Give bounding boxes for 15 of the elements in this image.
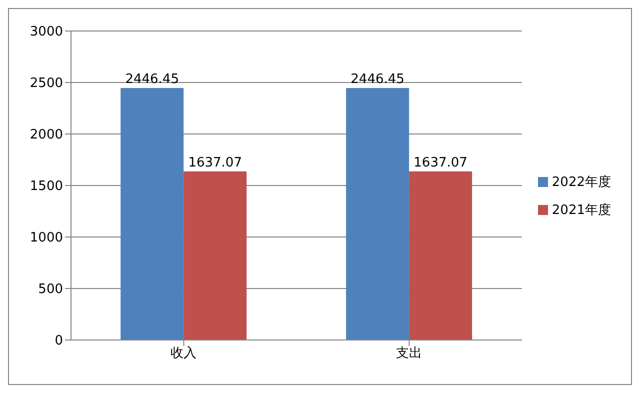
data-label: 1637.07 bbox=[414, 155, 468, 170]
legend-label: 2021年度 bbox=[552, 202, 611, 218]
y-tick-label: 1500 bbox=[30, 179, 63, 194]
legend-label: 2022年度 bbox=[552, 174, 611, 190]
y-tick-label: 2500 bbox=[30, 76, 63, 92]
data-label: 1637.07 bbox=[188, 155, 242, 170]
x-tick-label: 收入 bbox=[170, 346, 197, 362]
x-tick-label: 支出 bbox=[396, 346, 422, 362]
data-label: 2446.45 bbox=[350, 72, 404, 88]
y-tick-label: 0 bbox=[54, 334, 63, 349]
y-tick-label: 1000 bbox=[30, 230, 63, 246]
y-tick-label: 3000 bbox=[30, 24, 63, 40]
y-tick-label: 500 bbox=[38, 282, 63, 298]
y-tick-label: 2000 bbox=[30, 128, 63, 143]
data-label: 2446.45 bbox=[125, 72, 179, 88]
